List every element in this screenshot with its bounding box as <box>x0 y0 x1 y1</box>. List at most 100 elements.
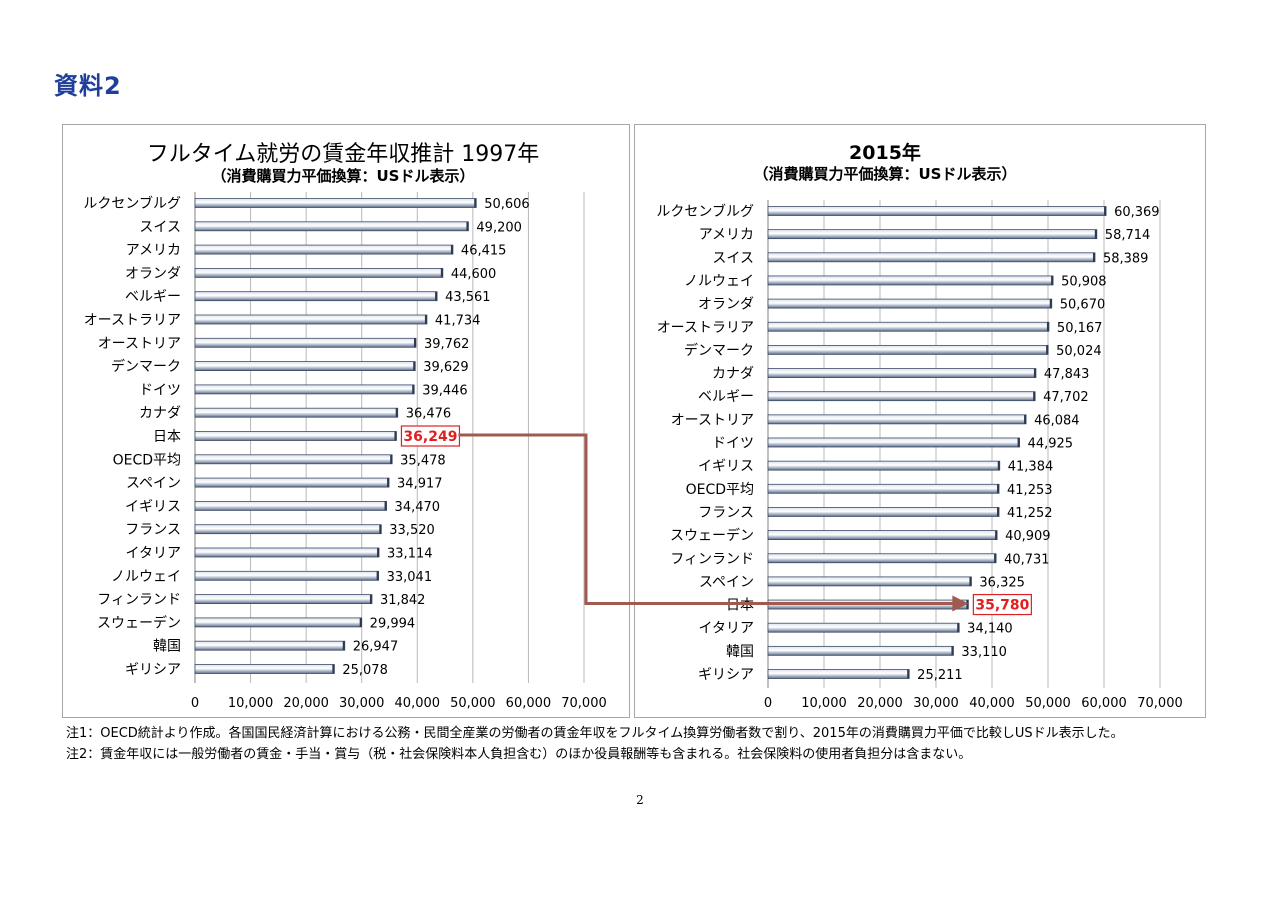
bar <box>767 206 1107 216</box>
x-tick-label: 60,000 <box>1081 696 1127 711</box>
highlight-box <box>972 593 1032 616</box>
bar-chart-2015: 2015年（消費購買力平価換算：USドル表示） 0 10,000 20,000 30,0… <box>656 141 1183 711</box>
category-label: フィンランド <box>670 551 754 567</box>
value-label: 47,702 <box>1043 390 1089 405</box>
value-label-highlight: 36,249 <box>403 429 457 445</box>
x-tick-label: 10,000 <box>801 696 847 711</box>
bar-end-cap <box>424 315 427 324</box>
x-tick-label: 70,000 <box>1137 696 1183 711</box>
value-label: 46,415 <box>461 244 507 259</box>
value-label: 26,947 <box>353 640 399 655</box>
bar-end-cap <box>997 461 1000 471</box>
bar-end-cap <box>957 623 960 633</box>
bar-end-cap <box>379 524 382 534</box>
x-tick-label: 70,000 <box>561 696 607 711</box>
value-label: 41,252 <box>1007 506 1053 521</box>
value-label: 50,908 <box>1061 274 1107 289</box>
bar-end-cap <box>376 571 379 581</box>
value-label: 50,024 <box>1056 344 1102 359</box>
bar <box>194 244 454 255</box>
bar-end-cap <box>1051 275 1054 285</box>
category-label: 韓国 <box>153 639 181 655</box>
bar <box>194 384 415 395</box>
bar <box>767 275 1054 286</box>
category-label: フランス <box>698 505 754 521</box>
bar <box>194 617 363 628</box>
category-label: オーストラリア <box>657 320 754 336</box>
x-tick-label: 10,000 <box>228 696 273 711</box>
bar <box>194 547 380 558</box>
bar-end-cap <box>951 646 954 656</box>
bar-end-cap <box>413 361 416 371</box>
bar <box>767 437 1020 448</box>
category-label: ドイツ <box>712 436 754 452</box>
footnote-1: 注1：OECD統計より作成。各国国民経済計算における公務・民間全産業の労働者の賃… <box>66 726 1124 741</box>
bar-end-cap <box>474 198 477 208</box>
value-label: 47,843 <box>1044 367 1090 382</box>
value-label: 33,114 <box>387 547 433 562</box>
bar-end-cap <box>394 431 397 441</box>
bar-end-cap <box>997 507 1000 517</box>
value-label: 25,211 <box>917 668 963 683</box>
bar <box>194 361 416 372</box>
x-tick-label: 30,000 <box>339 696 385 711</box>
bar-end-cap <box>907 669 910 679</box>
bar <box>767 460 1001 471</box>
bar-end-cap <box>1046 345 1049 355</box>
bar <box>194 337 417 348</box>
bar <box>767 252 1096 263</box>
category-label: 日本 <box>726 598 754 614</box>
bar-end-cap <box>1094 229 1097 239</box>
category-label: オランダ <box>698 297 754 313</box>
bar <box>194 431 397 441</box>
page-number: 2 <box>636 793 644 807</box>
value-label: 44,600 <box>451 267 497 282</box>
value-label: 58,389 <box>1103 251 1149 266</box>
bar-end-cap <box>1033 391 1036 401</box>
bar <box>194 221 469 232</box>
bar <box>194 291 438 302</box>
category-label: デンマーク <box>111 358 181 375</box>
category-label: ギリシア <box>698 667 754 683</box>
bar <box>194 640 346 651</box>
bar-end-cap <box>1049 299 1052 309</box>
category-label: イタリア <box>126 546 181 562</box>
bar-end-cap <box>1033 368 1036 378</box>
value-label: 34,140 <box>967 622 1013 637</box>
bar <box>767 507 1000 517</box>
value-label: 36,476 <box>406 407 452 422</box>
value-label: 31,842 <box>380 593 426 608</box>
footnote-2: 注2：賃金年収には一般労働者の賃金・手当・賞与（税・社会保険料本人負担含む）のほ… <box>66 747 972 762</box>
category-label: アメリカ <box>126 243 181 259</box>
bar <box>194 314 428 325</box>
value-label: 29,994 <box>370 616 416 631</box>
category-label: スペイン <box>126 476 181 492</box>
category-label: ノルウェイ <box>684 273 754 289</box>
bar <box>767 622 960 633</box>
bar-end-cap <box>440 268 443 278</box>
bar-end-cap <box>1017 438 1020 447</box>
value-label: 40,731 <box>1004 552 1050 567</box>
chart-panel-1997: フルタイム就労の賃金年収推計 1997年 （消費購買力平価換算：USドル表示） 0 1… <box>62 124 630 718</box>
category-label: アメリカ <box>699 227 754 243</box>
bar <box>767 391 1036 402</box>
bar-end-cap <box>966 600 969 610</box>
bar <box>767 344 1049 355</box>
bar <box>767 576 972 587</box>
category-label: スイス <box>139 219 181 235</box>
category-label: OECD平均 <box>686 482 754 498</box>
value-label: 58,714 <box>1105 228 1151 243</box>
x-tick-label: 20,000 <box>283 696 329 711</box>
category-label: OECD平均 <box>113 452 181 468</box>
value-label: 60,369 <box>1114 205 1160 220</box>
bar-end-cap <box>412 384 415 394</box>
category-label: イギリス <box>125 499 181 515</box>
value-label: 50,167 <box>1057 321 1103 336</box>
page-heading: 資料2 <box>54 72 122 100</box>
x-tick-label: 30,000 <box>913 696 959 711</box>
bar <box>194 407 399 418</box>
bar-end-cap <box>969 576 972 586</box>
x-tick-label: 50,000 <box>1025 696 1071 711</box>
bar <box>767 483 1000 494</box>
category-label: デンマーク <box>684 342 754 359</box>
